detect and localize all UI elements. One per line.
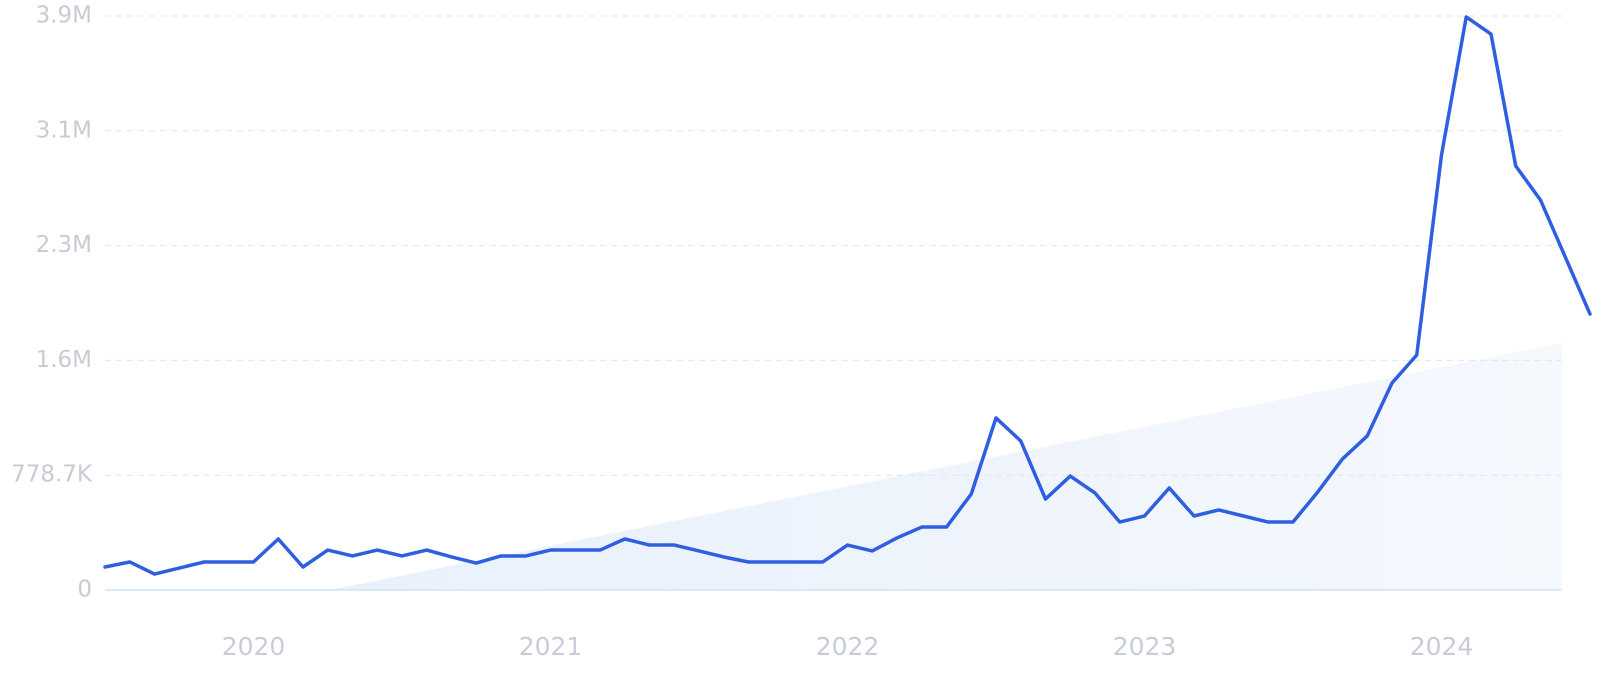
x-tick-label: 2020 — [222, 632, 286, 661]
y-tick-label: 3.1M — [36, 117, 92, 143]
marks — [103, 15, 1592, 576]
grid — [105, 15, 1562, 591]
y-tick-label: 0 — [77, 577, 92, 603]
x-tick-label: 2022 — [816, 632, 880, 661]
x-tick-label: 2021 — [519, 632, 583, 661]
x-tick-label: 2024 — [1410, 632, 1474, 661]
y-tick-label: 2.3M — [36, 232, 92, 258]
y-tick-label: 3.9M — [36, 3, 92, 29]
y-tick-label: 1.6M — [36, 347, 92, 373]
x-tick-label: 2023 — [1113, 632, 1177, 661]
line-series — [103, 15, 1592, 576]
trend-area — [330, 343, 1562, 590]
y-tick-label: 778.7K — [11, 462, 93, 488]
labels: 0 778.7K 1.6M 2.3M 3.1M 3.9M 2020 2021 2022 2023 2… — [11, 3, 1473, 662]
